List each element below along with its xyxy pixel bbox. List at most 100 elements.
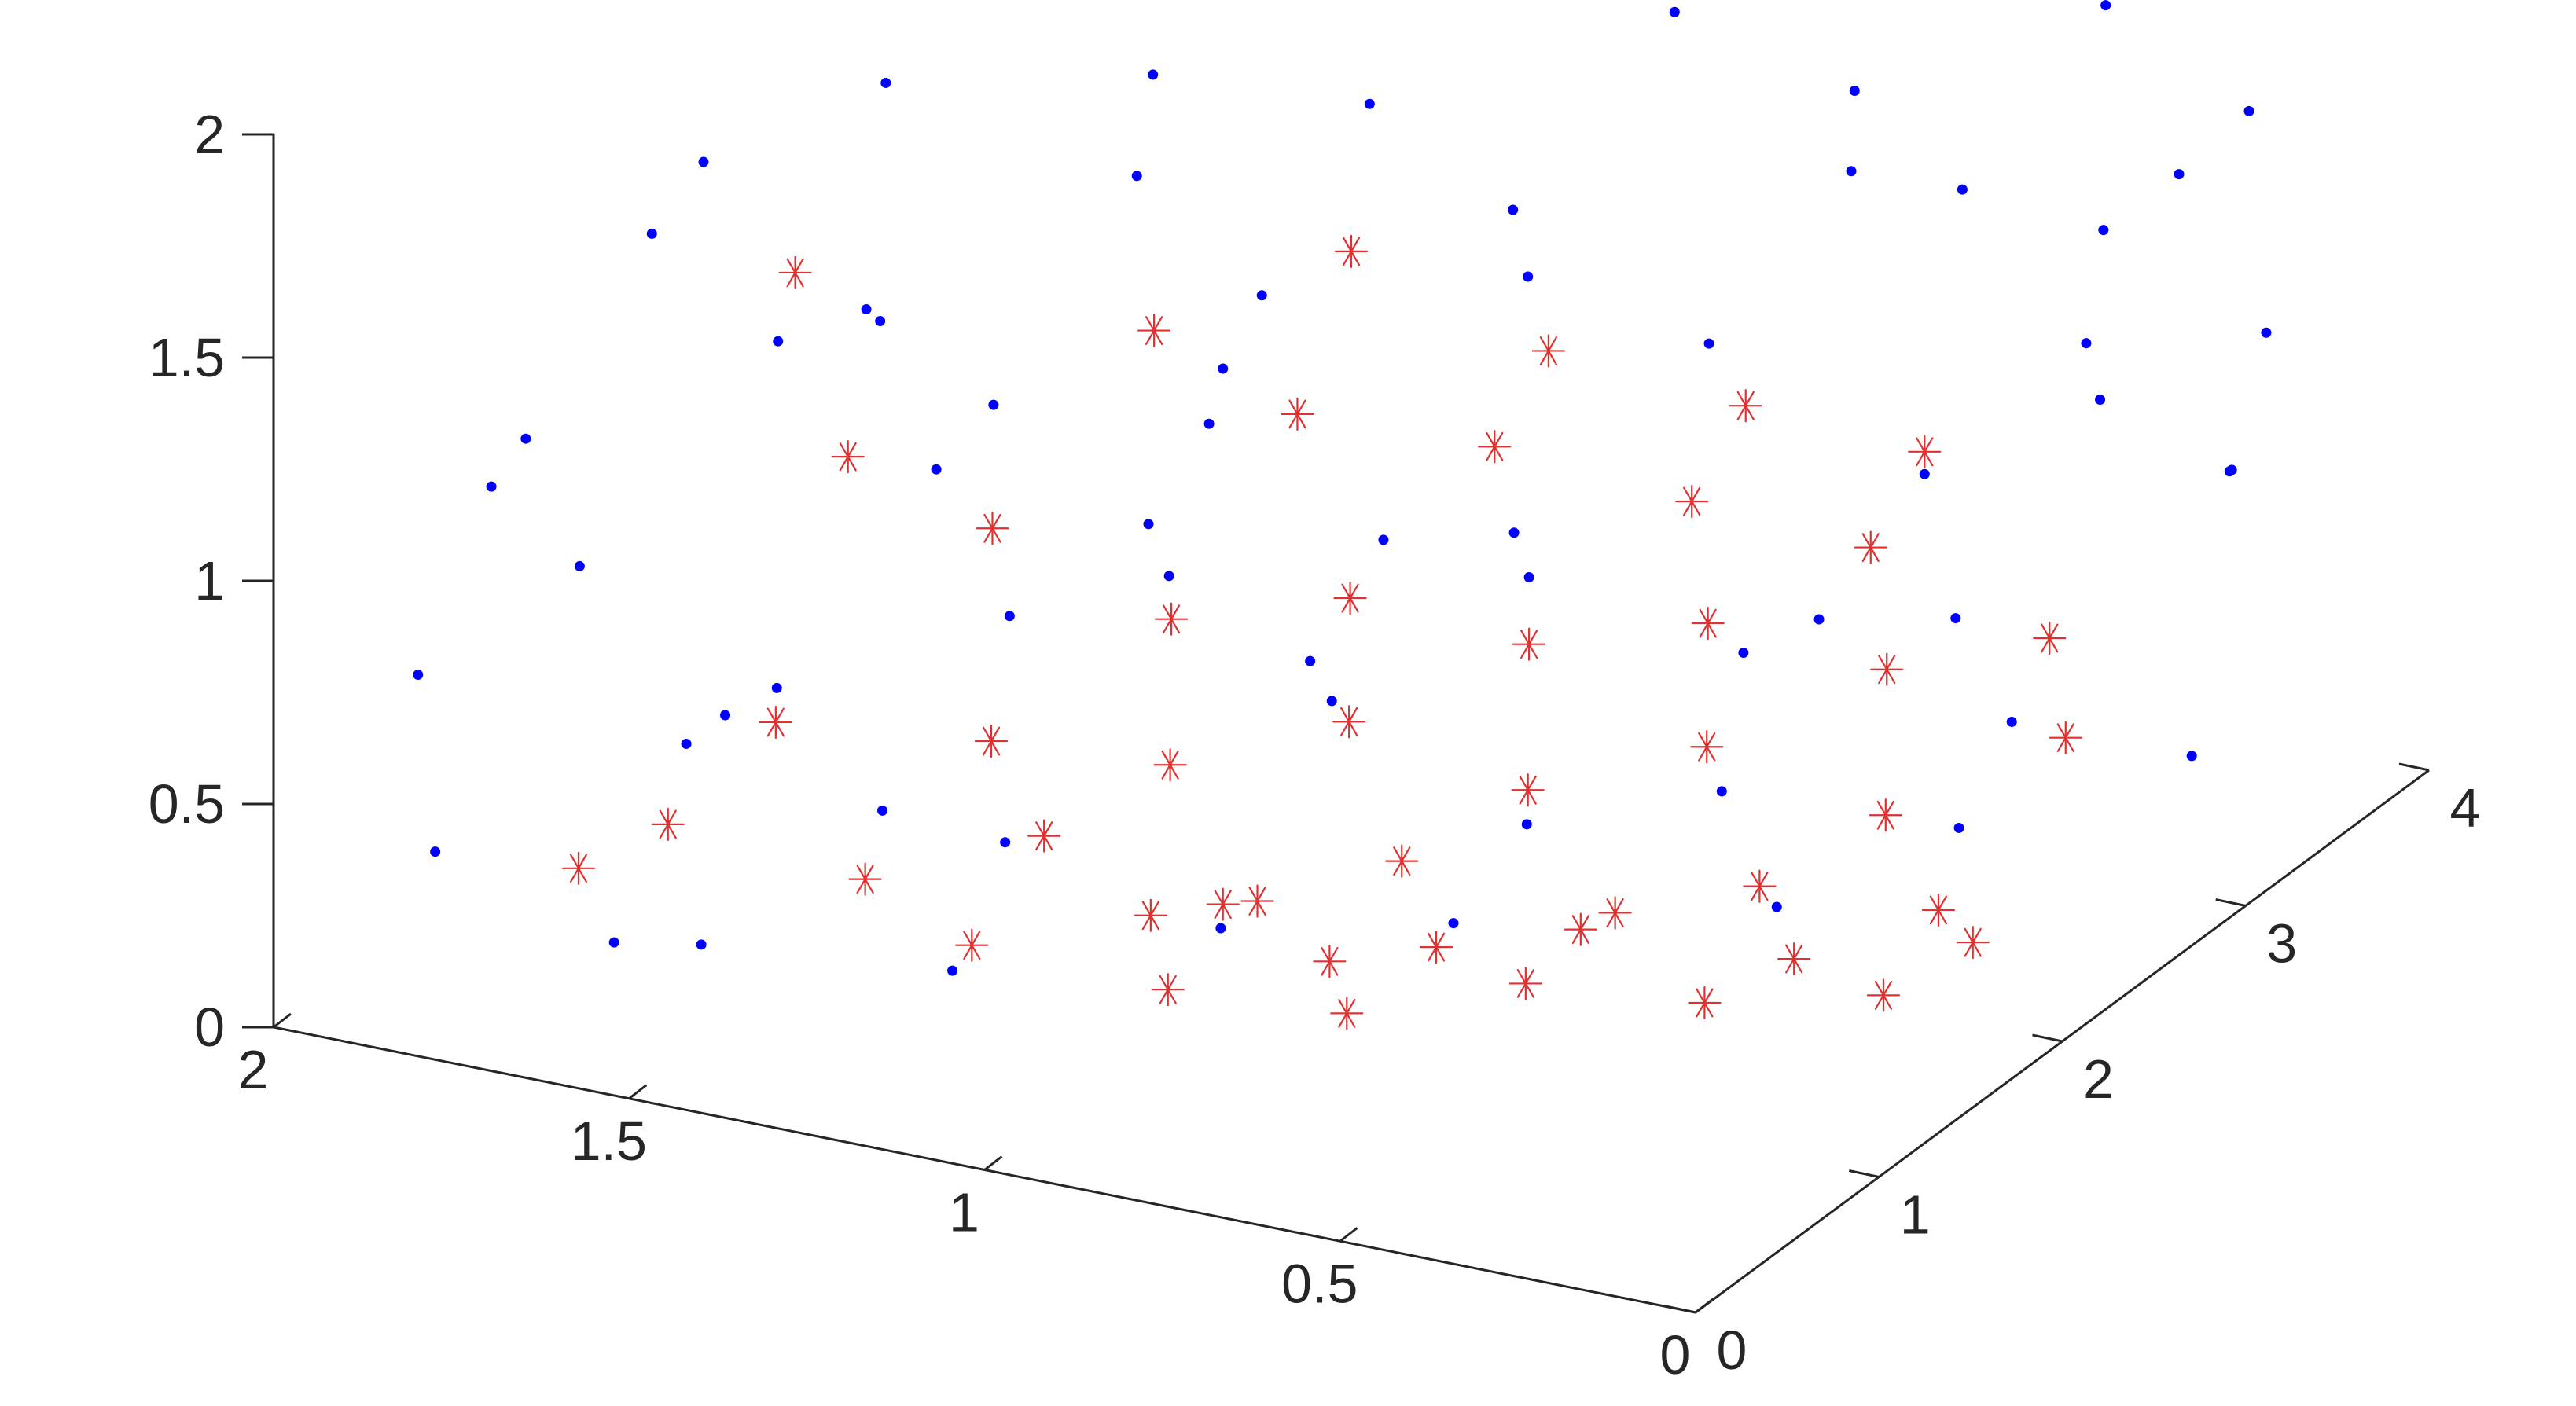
x-tick-mark — [1339, 1227, 1358, 1243]
data-point-dot — [875, 316, 886, 327]
x-tick-label: 0.5 — [1281, 1253, 1358, 1314]
data-point-asterisk — [1743, 869, 1777, 903]
z-tick-label: 0.5 — [149, 773, 225, 835]
data-point-dot — [1143, 519, 1154, 530]
data-point-dot — [1813, 614, 1825, 625]
data-point-dot — [2261, 327, 2272, 338]
data-point-dot — [2186, 751, 2197, 762]
x-tick-mark — [628, 1084, 648, 1099]
data-point-dot — [574, 560, 585, 571]
data-point-dot — [988, 399, 999, 410]
data-point-dot — [1148, 69, 1159, 80]
data-point-dot — [1000, 837, 1011, 848]
data-point-dot — [877, 805, 888, 816]
data-point-dot — [2081, 338, 2092, 349]
data-point-asterisk — [1512, 627, 1546, 661]
x-tick-mark — [983, 1155, 1003, 1171]
data-point-asterisk — [1313, 945, 1347, 978]
data-point-dot — [947, 965, 958, 976]
data-point-dot — [486, 481, 497, 492]
x-tick-label: 0 — [1660, 1324, 1691, 1386]
data-point-dot — [1953, 822, 1964, 833]
data-point-dot — [1305, 655, 1316, 666]
data-point-asterisk — [974, 724, 1009, 758]
data-point-dot — [1669, 6, 1680, 17]
z-tick-label: 1.5 — [149, 327, 225, 388]
data-point-dot — [2100, 0, 2111, 11]
data-point-asterisk — [1866, 978, 1901, 1012]
data-point-dot — [1508, 204, 1519, 215]
data-point-dot — [1849, 85, 1860, 96]
data-point-dot — [2095, 395, 2106, 406]
data-point-asterisk — [1281, 397, 1314, 431]
data-point-dot — [2006, 716, 2017, 727]
y-tick-mark — [2398, 762, 2430, 772]
y-tick-label: 1 — [1900, 1184, 1931, 1246]
x-tick-label: 1 — [949, 1182, 979, 1243]
data-point-asterisk — [1027, 819, 1061, 853]
y-tick-label: 4 — [2450, 777, 2481, 839]
data-point-dot — [720, 710, 731, 721]
data-point-asterisk — [1729, 389, 1762, 423]
data-point-asterisk — [1956, 926, 1990, 960]
data-point-asterisk — [1134, 898, 1167, 932]
data-point-asterisk — [1478, 430, 1512, 464]
data-point-asterisk — [848, 862, 882, 896]
data-point-asterisk — [1240, 884, 1274, 918]
data-point-dot — [520, 433, 531, 444]
data-point-asterisk — [1419, 930, 1453, 964]
data-point-dot — [1523, 571, 1534, 582]
data-point-asterisk — [1153, 748, 1187, 782]
y-tick-mark — [2215, 898, 2247, 907]
data-point-asterisk — [976, 512, 1009, 545]
data-point-asterisk — [1332, 705, 1366, 739]
x-tick-label: 2 — [238, 1039, 269, 1100]
data-point-asterisk — [561, 851, 596, 885]
data-point-dot — [1521, 819, 1532, 830]
axes — [242, 133, 2430, 1314]
data-point-dot — [1919, 468, 1930, 479]
data-point-asterisk — [1385, 844, 1419, 878]
data-point-asterisk — [1691, 606, 1725, 641]
data-point-dot — [646, 228, 657, 239]
data-point-asterisk — [2049, 721, 2082, 754]
data-point-dot — [1326, 696, 1337, 707]
data-point-dot — [1364, 98, 1375, 109]
plot-marks — [413, 0, 2272, 1030]
data-point-dot — [1846, 166, 1857, 177]
data-point-dot — [2098, 225, 2109, 236]
data-point-asterisk — [1206, 887, 1240, 921]
data-point-dot — [2174, 169, 2185, 180]
data-point-dot — [1215, 923, 1226, 934]
data-point-asterisk — [759, 705, 792, 740]
data-point-dot — [1771, 901, 1782, 912]
x-tick-mark — [273, 1012, 292, 1029]
z-tick-label: 1 — [194, 550, 225, 611]
data-point-asterisk — [1598, 896, 1632, 930]
data-point-asterisk — [1908, 435, 1942, 468]
data-point-asterisk — [651, 807, 685, 842]
x-tick-mark — [1695, 1298, 1714, 1314]
data-point-dot — [1203, 418, 1215, 429]
data-point-dot — [931, 464, 942, 475]
data-point-dot — [861, 303, 872, 314]
data-point-dot — [771, 682, 782, 693]
data-point-asterisk — [1154, 602, 1189, 636]
data-point-asterisk — [1688, 986, 1722, 1020]
data-point-dot — [1131, 171, 1142, 182]
y-tick-mark — [1848, 1169, 1880, 1178]
data-point-dot — [1448, 918, 1459, 929]
data-point-dot — [413, 670, 424, 681]
y-tick-label: 3 — [2266, 913, 2297, 975]
data-point-dot — [1378, 534, 1389, 545]
data-point-asterisk — [2033, 621, 2067, 655]
data-point-asterisk — [778, 255, 812, 290]
data-point-dot — [773, 336, 784, 347]
y-tick-mark — [1665, 1305, 1696, 1314]
data-point-dot — [2226, 464, 2237, 475]
data-point-asterisk — [1675, 484, 1709, 519]
data-point-dot — [1004, 611, 1015, 622]
data-point-dot — [608, 937, 619, 948]
